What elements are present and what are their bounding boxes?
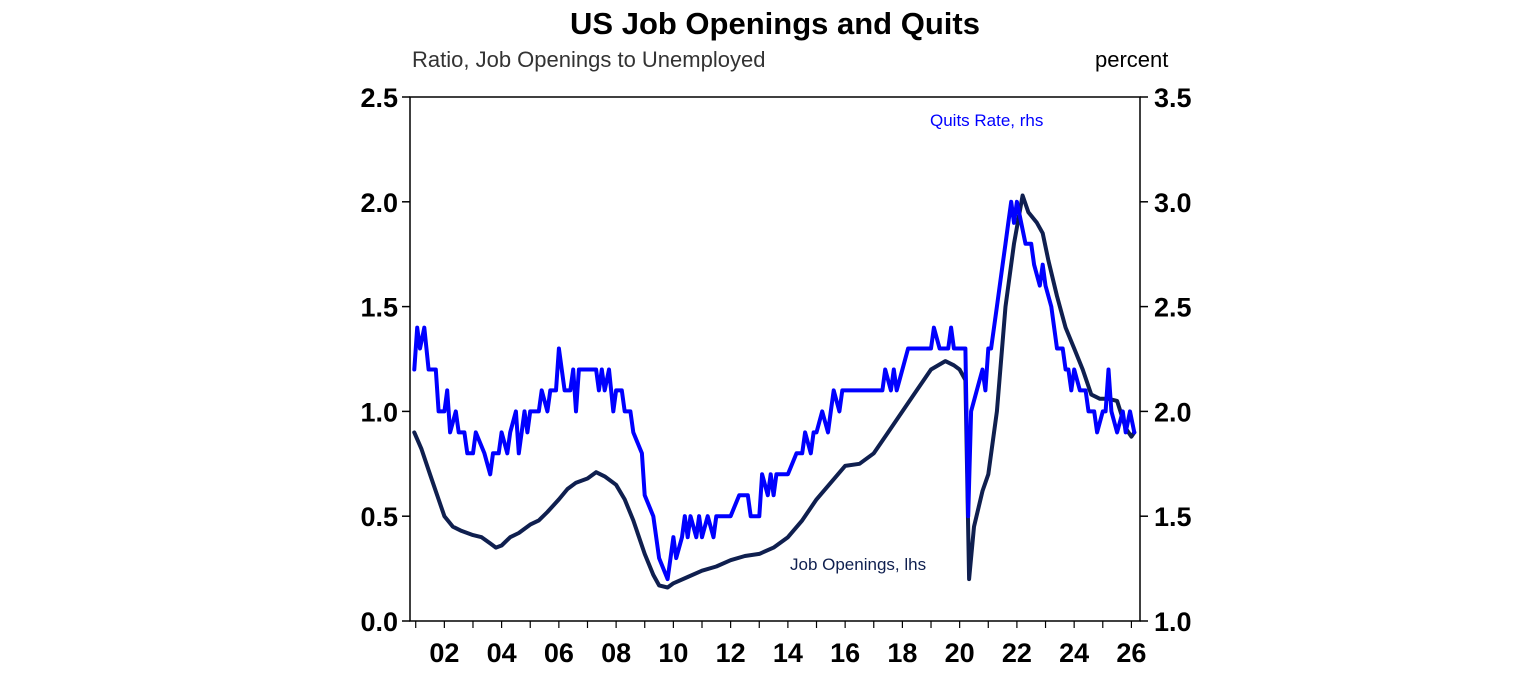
right-axis-label: percent <box>1095 47 1169 72</box>
x-tick-label: 02 <box>429 638 459 668</box>
series-layer <box>412 193 1137 590</box>
axes: 0.0 0.5 1.0 1.5 2.0 2.5 1.0 1.5 2.0 2.5 3.0 3.5 02 04… <box>360 83 1191 668</box>
x-tick-label: 26 <box>1116 638 1146 668</box>
y-right-tick-label: 1.0 <box>1154 607 1192 637</box>
y-left-tick-label: 1.0 <box>360 397 398 427</box>
plot-frame <box>409 96 1141 622</box>
x-tick-label: 18 <box>887 638 917 668</box>
x-tick-label: 24 <box>1059 638 1089 668</box>
y-right-tick-label: 3.5 <box>1154 83 1192 113</box>
x-tick-label: 10 <box>658 638 688 668</box>
x-tick-label: 06 <box>544 638 574 668</box>
x-tick-label: 04 <box>487 638 517 668</box>
y-right-tick-label: 2.5 <box>1154 293 1192 323</box>
y-left-tick-label: 0.0 <box>360 607 398 637</box>
job-openings-label: Job Openings, lhs <box>790 555 926 574</box>
x-tick-label: 12 <box>716 638 746 668</box>
x-tick-label: 08 <box>601 638 631 668</box>
x-tick-label: 22 <box>1002 638 1032 668</box>
y-left-tick-label: 0.5 <box>360 502 398 532</box>
y-left-tick-label: 2.0 <box>360 188 398 218</box>
left-axis-label: Ratio, Job Openings to Unemployed <box>412 47 766 72</box>
x-tick-label: 20 <box>945 638 975 668</box>
y-left-tick-label: 2.5 <box>360 83 398 113</box>
x-tick-label: 16 <box>830 638 860 668</box>
chart-title: US Job Openings and Quits <box>570 6 980 41</box>
y-right-tick-label: 1.5 <box>1154 502 1192 532</box>
quits-rate-label: Quits Rate, rhs <box>930 111 1043 130</box>
series-labels: Job Openings, lhs Quits Rate, rhs <box>790 111 1043 574</box>
y-left-tick-label: 1.5 <box>360 293 398 323</box>
y-right-tick-label: 3.0 <box>1154 188 1192 218</box>
y-right-tick-label: 2.0 <box>1154 397 1192 427</box>
job-openings-line <box>412 193 1137 590</box>
x-tick-label: 14 <box>773 638 803 668</box>
quits-rate-line <box>412 199 1137 582</box>
